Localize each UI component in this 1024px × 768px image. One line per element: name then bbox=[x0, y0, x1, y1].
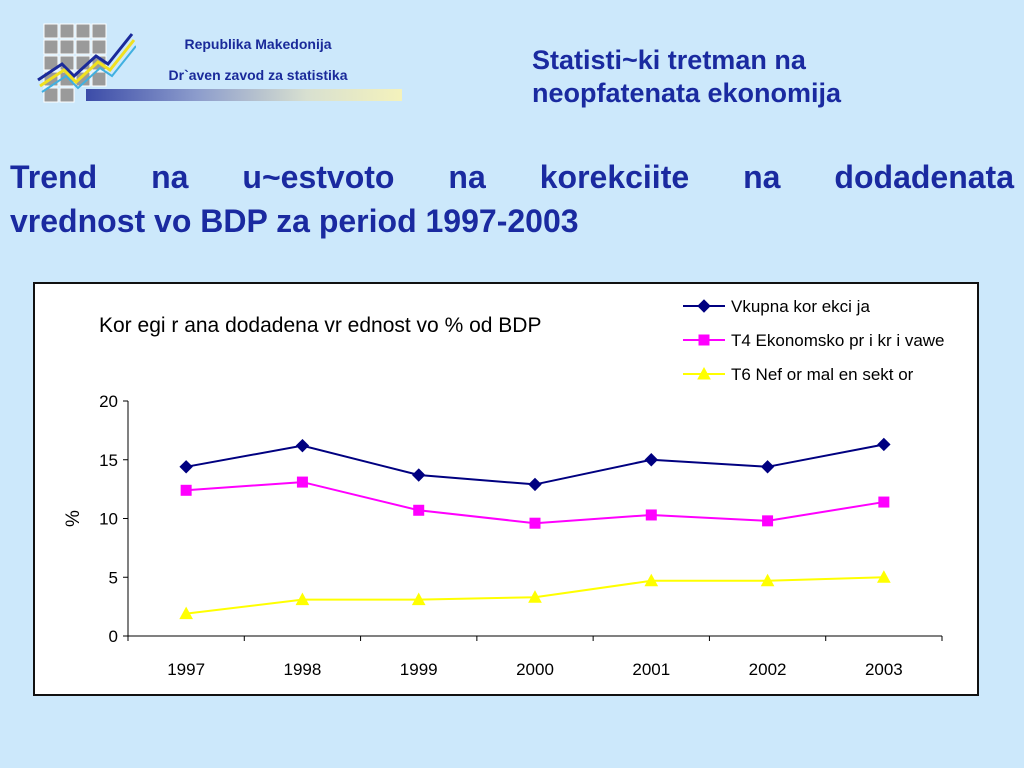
data-point bbox=[295, 438, 310, 453]
x-tick-label: 2000 bbox=[516, 660, 554, 679]
header-divider bbox=[86, 89, 402, 101]
section-title-line2: neopfatenata ekonomija bbox=[532, 78, 842, 108]
data-point bbox=[529, 517, 541, 529]
data-point bbox=[179, 606, 193, 620]
y-axis-label: % bbox=[63, 510, 84, 527]
y-tick-label: 15 bbox=[99, 451, 118, 470]
data-point bbox=[760, 460, 775, 474]
data-point bbox=[644, 573, 659, 587]
data-point bbox=[760, 573, 775, 587]
x-tick-label: 1997 bbox=[167, 660, 205, 679]
org-department: Dr`aven zavod za statistika bbox=[168, 67, 348, 83]
y-tick-label: 10 bbox=[99, 510, 118, 529]
data-point bbox=[295, 592, 310, 606]
slide-title-line1: Trend na u~estvoto na korekciite na doda… bbox=[10, 159, 1014, 195]
data-point bbox=[411, 592, 426, 606]
org-name: Republika Makedonija bbox=[184, 36, 332, 52]
data-point bbox=[644, 453, 658, 467]
data-point bbox=[528, 477, 542, 492]
legend-label: T4 Ekonomsko pr i kr i vawe bbox=[731, 331, 945, 350]
data-point bbox=[412, 468, 426, 482]
data-point bbox=[762, 515, 774, 527]
data-point bbox=[698, 334, 710, 346]
logo bbox=[37, 23, 136, 103]
chart-title: Kor egi r ana dodadena vr ednost vo % od… bbox=[99, 314, 541, 337]
data-point bbox=[179, 460, 193, 474]
data-point bbox=[296, 476, 308, 488]
y-tick-label: 20 bbox=[99, 392, 118, 411]
section-title-line1: Statisti~ki tretman na bbox=[532, 45, 806, 75]
slide-title-line2: vrednost vo BDP za period 1997-2003 bbox=[10, 203, 579, 239]
data-point bbox=[645, 509, 657, 521]
legend-label: Vkupna kor ekci ja bbox=[731, 297, 870, 316]
legend-label: T6 Nef or mal en sekt or bbox=[731, 365, 914, 384]
data-point bbox=[413, 504, 425, 516]
y-tick-label: 5 bbox=[109, 568, 118, 587]
x-tick-label: 2001 bbox=[632, 660, 670, 679]
x-tick-label: 1998 bbox=[284, 660, 322, 679]
data-point bbox=[697, 366, 711, 380]
data-point bbox=[877, 570, 891, 583]
y-tick-label: 0 bbox=[109, 627, 118, 646]
data-point bbox=[528, 590, 542, 603]
slide-title: Trend na u~estvoto na korekciite na doda… bbox=[10, 155, 1014, 243]
x-tick-label: 2002 bbox=[749, 660, 787, 679]
line-chart: Kor egi r ana dodadena vr ednost vo % od… bbox=[63, 297, 945, 679]
data-point bbox=[877, 437, 891, 452]
section-title: Statisti~ki tretman na neopfatenata ekon… bbox=[532, 44, 972, 110]
x-tick-label: 2003 bbox=[865, 660, 903, 679]
x-tick-label: 1999 bbox=[400, 660, 438, 679]
data-point bbox=[697, 299, 711, 313]
data-point bbox=[180, 484, 192, 496]
chart-container: Kor egi r ana dodadena vr ednost vo % od… bbox=[33, 282, 979, 696]
data-point bbox=[878, 496, 890, 508]
